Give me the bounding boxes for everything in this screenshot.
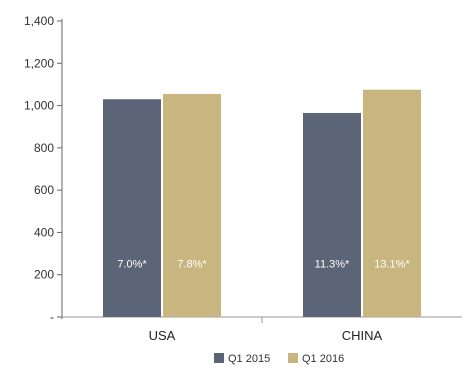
bar (163, 93, 221, 317)
data-label: 11.3%* (315, 259, 350, 271)
bars (103, 89, 421, 317)
bar (363, 89, 421, 317)
legend-swatch (288, 353, 298, 363)
x-category-label: CHINA (342, 328, 383, 343)
x-category-label: USA (149, 328, 176, 343)
axes: - 200 400 600 800 1,000 1,200 1,400 (24, 14, 462, 324)
y-tick-label: - (50, 310, 54, 324)
bar (303, 112, 361, 317)
data-label: 7.0%* (117, 259, 147, 271)
y-tick-label: 1,000 (24, 99, 54, 113)
y-tick-label: 1,400 (24, 14, 54, 28)
data-label: 7.8%* (177, 259, 207, 271)
y-tick-label: 600 (34, 183, 54, 197)
y-tick-label: 1,200 (24, 56, 54, 70)
y-tick-label: 800 (34, 141, 54, 155)
data-label: 13.1%* (374, 259, 410, 271)
legend: Q1 2015 Q1 2016 (214, 353, 344, 365)
bar (103, 99, 161, 317)
y-tick-label: 400 (34, 225, 54, 239)
legend-label: Q1 2016 (302, 353, 344, 365)
legend-swatch (214, 353, 224, 363)
labels: 7.0%* 7.8%* USA 11.3%* 13.1%* CHINA (117, 259, 410, 343)
y-tick-label: 200 (34, 268, 54, 282)
legend-label: Q1 2015 (228, 353, 270, 365)
